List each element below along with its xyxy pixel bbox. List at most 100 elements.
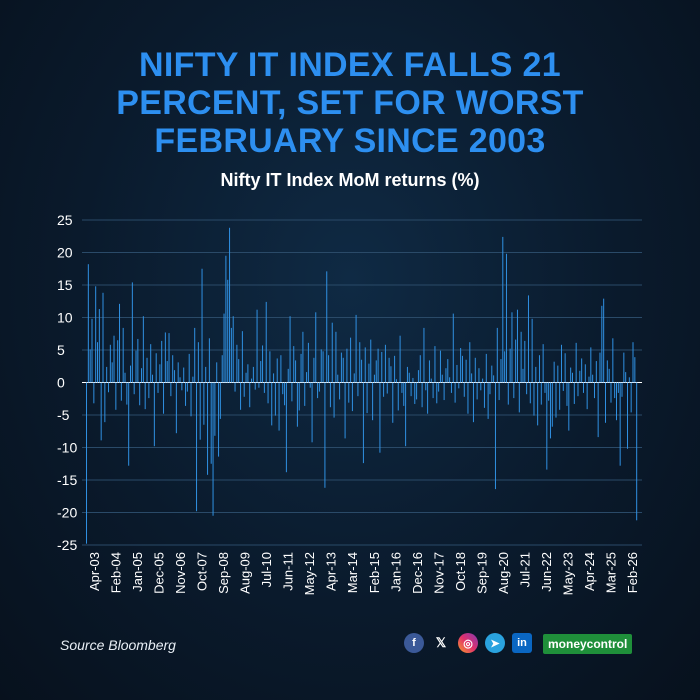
- bar: [181, 382, 183, 391]
- bar: [124, 372, 126, 383]
- bar: [608, 368, 610, 383]
- bar: [370, 339, 372, 383]
- bar: [529, 382, 531, 404]
- bar: [452, 313, 454, 383]
- bar: [535, 366, 537, 383]
- bar: [417, 370, 419, 383]
- x-icon[interactable]: 𝕏: [435, 635, 447, 650]
- bar: [430, 378, 432, 383]
- bar: [232, 316, 234, 383]
- bar: [142, 316, 144, 383]
- bar: [243, 382, 245, 397]
- bar: [482, 378, 484, 383]
- bar: [249, 382, 251, 408]
- bar: [599, 352, 601, 383]
- bar: [421, 382, 423, 408]
- y-tick-label: 0: [57, 375, 65, 391]
- y-tick-label: -5: [57, 407, 70, 423]
- bar: [518, 382, 520, 413]
- bar: [427, 382, 429, 414]
- bar: [625, 372, 627, 383]
- bar: [593, 382, 595, 399]
- bar: [632, 342, 634, 383]
- bar: [628, 377, 630, 383]
- x-tick-label: Sep-08: [216, 552, 231, 594]
- bar: [163, 382, 165, 414]
- bar: [381, 351, 383, 383]
- bar: [553, 361, 555, 383]
- facebook-icon[interactable]: f: [404, 633, 424, 653]
- bar: [377, 348, 379, 383]
- linkedin-icon[interactable]: in: [512, 633, 532, 653]
- bar: [355, 314, 357, 383]
- bar: [328, 355, 330, 383]
- bar: [153, 382, 155, 447]
- bar: [117, 340, 119, 383]
- bar: [461, 355, 463, 383]
- bar: [406, 366, 408, 383]
- bar: [489, 382, 491, 395]
- chart-title: Nifty IT Index MoM returns (%): [220, 170, 480, 190]
- bar: [227, 279, 229, 383]
- y-tick-label: -25: [57, 537, 77, 553]
- bar: [449, 377, 451, 383]
- y-tick-label: -10: [57, 440, 77, 456]
- bar: [263, 382, 265, 393]
- bar: [592, 374, 594, 383]
- bar: [359, 342, 361, 383]
- bar: [238, 359, 240, 383]
- bar: [339, 382, 341, 400]
- x-tick-label: Dec-05: [152, 552, 167, 594]
- instagram-icon[interactable]: ◎: [458, 633, 478, 653]
- bar: [230, 327, 232, 383]
- bar: [309, 382, 311, 388]
- bar: [423, 327, 425, 383]
- bar: [384, 344, 386, 383]
- x-tick-label: Jan-05: [130, 552, 145, 592]
- bar: [350, 337, 352, 383]
- bar: [91, 318, 93, 383]
- bar: [313, 357, 315, 383]
- bar: [252, 366, 254, 383]
- bar: [623, 352, 625, 383]
- bar: [544, 382, 546, 393]
- x-tick-label: Mar-25: [603, 552, 618, 593]
- moneycontrol-logo: moneycontrol: [543, 634, 633, 654]
- y-tick-label: 20: [57, 245, 73, 261]
- bar: [284, 382, 286, 406]
- telegram-icon[interactable]: ➤: [485, 633, 505, 653]
- bar: [504, 351, 506, 383]
- bar: [372, 382, 374, 421]
- bar: [408, 372, 410, 383]
- x-tick-label: Jul-21: [517, 552, 532, 587]
- bar: [130, 365, 132, 383]
- bar: [135, 350, 137, 383]
- bar: [498, 382, 500, 401]
- bar: [458, 382, 460, 389]
- bar: [494, 382, 496, 490]
- bar: [586, 382, 588, 410]
- bar: [296, 382, 298, 427]
- y-tick-label: -15: [57, 472, 77, 488]
- bar: [564, 353, 566, 383]
- x-tick-label: Aug-09: [238, 552, 253, 594]
- bar: [579, 370, 581, 383]
- bar: [289, 316, 291, 383]
- bar: [208, 338, 210, 383]
- bar: [619, 382, 621, 466]
- source-note: Source Bloomberg: [60, 637, 176, 653]
- bar: [137, 338, 139, 383]
- bar: [630, 382, 632, 413]
- bar: [522, 368, 524, 383]
- bar: [100, 382, 102, 441]
- bar: [577, 382, 579, 397]
- bar: [383, 382, 385, 397]
- title-line-2: PERCENT, SET FOR WORST: [116, 84, 584, 122]
- bar: [258, 382, 260, 388]
- bar: [298, 382, 300, 411]
- bar: [414, 382, 416, 404]
- bar: [111, 362, 113, 383]
- bar: [469, 342, 471, 383]
- bar: [245, 372, 247, 383]
- bar: [306, 372, 308, 383]
